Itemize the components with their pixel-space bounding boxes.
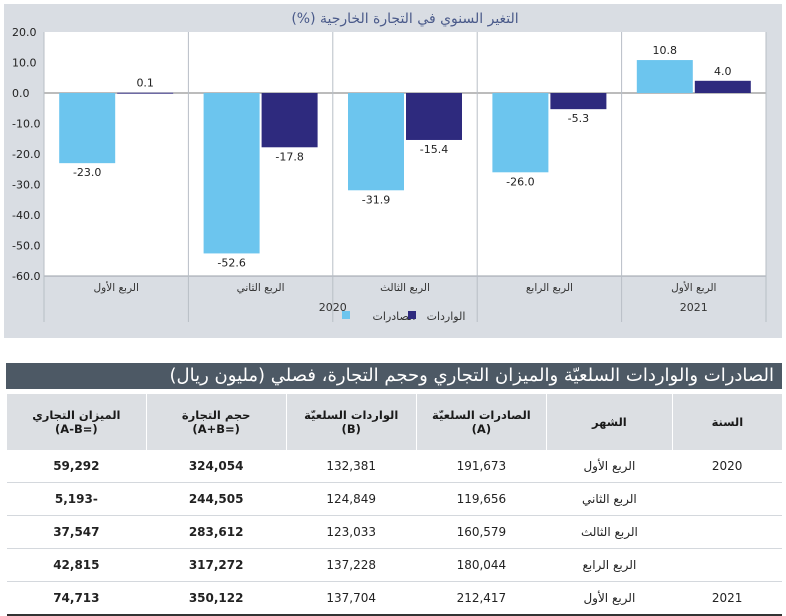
data-label: 0.1 bbox=[136, 77, 154, 90]
header-imports-label: الواردات السلعيّة bbox=[304, 408, 399, 422]
header-balance-code: (=A-B) bbox=[55, 422, 98, 436]
table-title: الصادرات والواردات السلعيّة والميزان الت… bbox=[6, 363, 782, 389]
cell-exports: 160,579 bbox=[416, 515, 547, 549]
y-tick-label: -50.0 bbox=[12, 240, 40, 253]
header-balance: الميزان التجاري (=A-B) bbox=[6, 394, 147, 450]
header-volume-label: حجم التجارة bbox=[181, 408, 251, 422]
cell-volume: 324,054 bbox=[146, 450, 287, 483]
bar-chart: التغير السنوي في التجارة الخارجية (%) 20.… bbox=[12, 11, 767, 323]
cell-imports: 124,849 bbox=[286, 482, 417, 516]
bar-exports bbox=[636, 60, 693, 93]
y-tick-label: -20.0 bbox=[12, 148, 40, 161]
bar-exports bbox=[59, 93, 116, 164]
table-header-row: السنة الشهر الصادرات السلعيّة (A) الواردا… bbox=[6, 394, 782, 450]
data-label: -31.9 bbox=[362, 193, 390, 206]
cell-exports: 191,673 bbox=[416, 450, 547, 483]
cell-volume: 244,505 bbox=[146, 482, 287, 516]
data-label: -52.6 bbox=[217, 256, 245, 269]
data-label: -17.8 bbox=[275, 150, 303, 163]
header-year: السنة bbox=[671, 394, 782, 450]
header-exports-code: (A) bbox=[471, 422, 492, 436]
cell-volume: 283,612 bbox=[146, 515, 287, 549]
cell-year bbox=[672, 548, 782, 582]
x-tick-label: الربع الثالث bbox=[380, 282, 430, 294]
cell-balance: -5,193 bbox=[6, 482, 147, 516]
cell-imports: 132,381 bbox=[286, 450, 417, 483]
legend-swatch-exports bbox=[342, 311, 350, 319]
header-imports-code: (B) bbox=[341, 422, 361, 436]
cell-month: الربع الأول bbox=[546, 581, 673, 616]
bar-exports bbox=[203, 93, 260, 254]
cell-exports: 180,044 bbox=[416, 548, 547, 582]
y-tick-label: 0.0 bbox=[12, 87, 30, 100]
data-label: 10.8 bbox=[653, 44, 678, 57]
header-exports-label: الصادرات السلعيّة bbox=[432, 408, 531, 422]
year-group-label: 2021 bbox=[680, 301, 708, 314]
legend-label-exports: الصادرات bbox=[373, 310, 416, 323]
legend-swatch-imports bbox=[408, 311, 416, 319]
table-row: الربع الرابع 180,044 137,228 317,272 42,… bbox=[6, 548, 782, 582]
cell-balance: 37,547 bbox=[6, 515, 147, 549]
legend-label-imports: الواردات bbox=[427, 310, 466, 323]
cell-volume: 350,122 bbox=[146, 581, 287, 616]
cell-imports: 137,704 bbox=[286, 581, 417, 616]
table-row: 2021 الربع الأول 212,417 137,704 350,122… bbox=[6, 581, 782, 616]
x-tick-label: الربع الثاني bbox=[237, 282, 285, 294]
bar-exports bbox=[492, 93, 549, 173]
table-row: الربع الثالث 160,579 123,033 283,612 37,… bbox=[6, 515, 782, 549]
header-exports: الصادرات السلعيّة (A) bbox=[415, 394, 547, 450]
bar-imports bbox=[550, 93, 607, 110]
bar-exports bbox=[348, 93, 404, 191]
cell-imports: 123,033 bbox=[286, 515, 417, 549]
bar-imports bbox=[694, 80, 751, 93]
y-tick-label: -10.0 bbox=[12, 118, 40, 131]
y-tick-label: 10.0 bbox=[12, 57, 37, 70]
bar-imports bbox=[261, 93, 318, 148]
x-tick-label: الربع الأول bbox=[671, 281, 716, 294]
cell-imports: 137,228 bbox=[286, 548, 417, 582]
data-label: -26.0 bbox=[506, 175, 534, 188]
x-tick-label: الربع الأول bbox=[94, 281, 139, 294]
header-month: الشهر bbox=[546, 394, 673, 450]
cell-year bbox=[672, 482, 782, 516]
cell-month: الربع الأول bbox=[546, 450, 673, 483]
cell-month: الربع الثالث bbox=[546, 515, 673, 549]
cell-balance: 59,292 bbox=[6, 450, 147, 483]
cell-balance: 42,815 bbox=[6, 548, 147, 582]
cell-month: الربع الرابع bbox=[546, 548, 673, 582]
cell-month: الربع الثاني bbox=[546, 482, 673, 516]
data-label: 4.0 bbox=[714, 65, 732, 78]
bar-imports bbox=[406, 93, 462, 140]
data-label: -5.3 bbox=[568, 112, 589, 125]
table-row: 2020 الربع الأول 191,673 132,381 324,054… bbox=[6, 450, 782, 483]
cell-year: 2021 bbox=[672, 581, 782, 616]
cell-exports: 212,417 bbox=[416, 581, 547, 616]
chart-title: التغير السنوي في التجارة الخارجية (%) bbox=[291, 11, 518, 27]
chart-panel: التغير السنوي في التجارة الخارجية (%) 20.… bbox=[4, 4, 782, 338]
x-tick-label: الربع الرابع bbox=[526, 282, 573, 294]
y-tick-label: -30.0 bbox=[12, 179, 40, 192]
bar-imports bbox=[117, 92, 174, 94]
y-tick-label: -60.0 bbox=[12, 270, 40, 283]
cell-year: 2020 bbox=[672, 450, 782, 483]
cell-year bbox=[672, 515, 782, 549]
cell-exports: 119,656 bbox=[416, 482, 547, 516]
year-group-label: 2020 bbox=[319, 301, 347, 314]
cell-volume: 317,272 bbox=[146, 548, 287, 582]
header-volume: حجم التجارة (=A+B) bbox=[145, 394, 287, 450]
data-label: -23.0 bbox=[73, 166, 101, 179]
data-label: -15.4 bbox=[420, 143, 448, 156]
y-tick-label: -40.0 bbox=[12, 209, 40, 222]
y-tick-label: 20.0 bbox=[12, 26, 37, 39]
trade-table: السنة الشهر الصادرات السلعيّة (A) الواردا… bbox=[6, 394, 782, 616]
cell-balance: 74,713 bbox=[6, 581, 147, 616]
table-row: الربع الثاني 119,656 124,849 244,505 -5,… bbox=[6, 482, 782, 516]
header-balance-label: الميزان التجاري bbox=[32, 408, 121, 422]
header-volume-code: (=A+B) bbox=[192, 422, 240, 436]
header-imports: الواردات السلعيّة (B) bbox=[285, 394, 417, 450]
